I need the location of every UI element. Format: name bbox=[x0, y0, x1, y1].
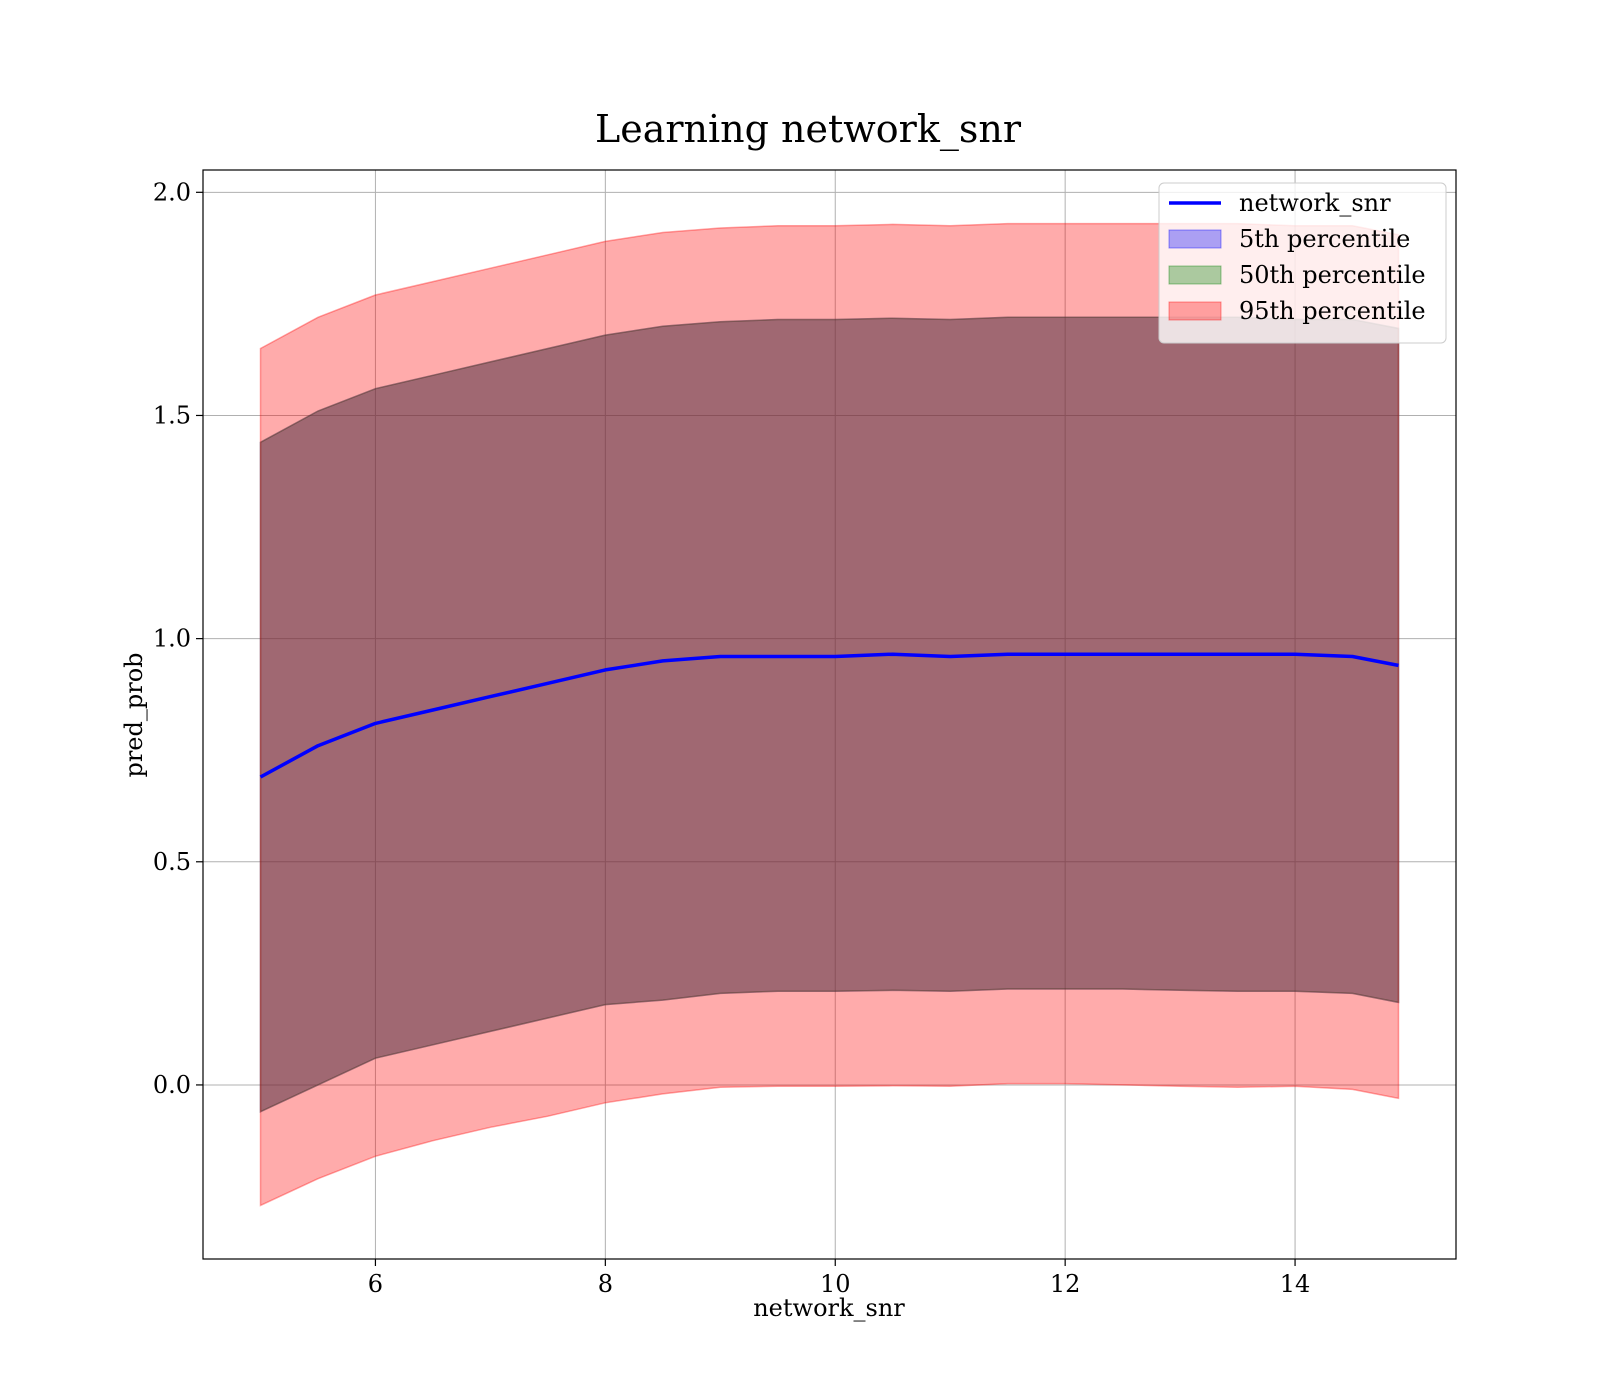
band-95th-percentile bbox=[259, 222, 1400, 1207]
legend-handle-2 bbox=[1168, 265, 1222, 285]
band-50th-percentile bbox=[259, 316, 1400, 1113]
y-axis-label: pred_prob bbox=[120, 652, 148, 777]
x-axis-ticks: 6 8 10 12 14 bbox=[368, 1259, 1311, 1298]
y-tick-label-0: 0.0 bbox=[153, 1071, 191, 1099]
plot-area bbox=[202, 169, 1457, 1260]
x-tick-label-1: 8 bbox=[598, 1270, 613, 1298]
legend-label-1: 5th percentile bbox=[1239, 225, 1410, 253]
y-axis-ticks: 0.0 0.5 1.0 1.5 2.0 bbox=[153, 178, 203, 1099]
y-tick-label-3: 1.5 bbox=[153, 401, 191, 429]
y-tick-label-2: 1.0 bbox=[153, 625, 191, 653]
series-line-network-snr bbox=[259, 652, 1399, 779]
x-tick-label-3: 12 bbox=[1050, 1270, 1081, 1298]
x-tick-label-4: 14 bbox=[1280, 1270, 1311, 1298]
y-tick-label-4: 2.0 bbox=[153, 178, 191, 206]
legend-box bbox=[1158, 182, 1447, 344]
x-axis-label: network_snr bbox=[753, 1294, 905, 1322]
x-tick-label-0: 6 bbox=[368, 1270, 383, 1298]
percentile-bands bbox=[259, 222, 1400, 1207]
legend-handle-1 bbox=[1168, 229, 1222, 249]
plot-frame bbox=[202, 169, 1457, 1260]
legend: network_snr 5th percentile 50th percentile… bbox=[1158, 182, 1447, 344]
y-tick-label-1: 0.5 bbox=[153, 848, 191, 876]
series-lines bbox=[259, 652, 1399, 779]
legend-label-2: 50th percentile bbox=[1239, 261, 1426, 289]
legend-label-0: network_snr bbox=[1239, 189, 1391, 217]
x-tick-label-2: 10 bbox=[820, 1270, 851, 1298]
grid bbox=[203, 170, 1456, 1259]
legend-handle-3 bbox=[1168, 301, 1222, 321]
chart-title: Learning network_snr bbox=[595, 107, 1022, 152]
legend-label-3: 95th percentile bbox=[1239, 297, 1426, 325]
band-5th-percentile bbox=[259, 316, 1400, 1113]
